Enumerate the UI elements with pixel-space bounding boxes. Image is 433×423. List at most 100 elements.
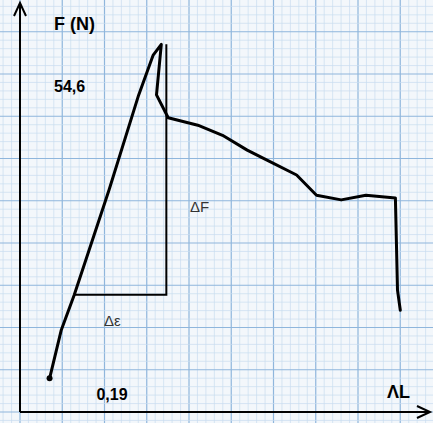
grid-line	[231, 0, 232, 423]
grid-line	[0, 217, 433, 218]
grid-line	[11, 0, 12, 423]
grid-line	[104, 0, 105, 423]
force-curve	[50, 44, 401, 378]
x-arrow	[417, 406, 430, 418]
grid-line	[0, 226, 433, 227]
grid-line	[0, 259, 433, 260]
chart: F (N) ΛL 54,6 0,19 ΔF Δε	[0, 0, 433, 423]
grid-line	[256, 0, 257, 423]
grid-line	[0, 361, 433, 362]
grid-line	[0, 234, 433, 235]
grid-line	[79, 0, 80, 423]
grid-line	[265, 0, 266, 423]
grid-line	[315, 0, 316, 423]
grid-line	[417, 0, 418, 423]
grid-line	[0, 200, 433, 201]
grid-line	[0, 99, 433, 100]
annotation: ΔF	[190, 198, 209, 215]
grid-line	[0, 40, 433, 41]
grid-line	[0, 6, 433, 7]
grid-line	[0, 335, 433, 336]
y-arrow	[14, 3, 26, 16]
grid-line	[3, 0, 4, 423]
grid-line	[366, 0, 367, 423]
annotation: 54,6	[54, 78, 85, 95]
grid-line	[0, 57, 433, 58]
grid-line	[19, 0, 20, 423]
grid-line	[0, 150, 433, 151]
grid-line	[0, 192, 433, 193]
grid-line	[0, 65, 433, 66]
grid-line	[408, 0, 409, 423]
y-axis-title: F (N)	[54, 14, 95, 34]
grid-line	[239, 0, 240, 423]
grid-line	[248, 0, 249, 423]
grid-line	[0, 293, 433, 294]
grid-line	[0, 344, 433, 345]
grid-line	[0, 158, 433, 159]
grid-line	[0, 242, 433, 243]
grid-line	[391, 0, 392, 423]
grid-line	[0, 420, 433, 421]
grid-line	[349, 0, 350, 423]
grid-line	[138, 0, 139, 423]
grid-line	[0, 403, 433, 404]
grid-line	[146, 0, 147, 423]
grid-line	[332, 0, 333, 423]
start-point	[47, 375, 53, 381]
grid-line	[0, 369, 433, 370]
annotation: Δε	[104, 312, 121, 329]
grid-line	[214, 0, 215, 423]
grid-line	[121, 0, 122, 423]
grid-line	[129, 0, 130, 423]
grid-line	[87, 0, 88, 423]
grid-line	[0, 386, 433, 387]
grid-line	[357, 0, 358, 423]
x-axis	[20, 411, 429, 413]
plot-area	[47, 44, 401, 381]
grid-line	[0, 73, 433, 74]
grid-line	[0, 276, 433, 277]
grid-line	[307, 0, 308, 423]
grid-line	[374, 0, 375, 423]
grid-line	[324, 0, 325, 423]
grid-line	[70, 0, 71, 423]
grid-line	[112, 0, 113, 423]
grid-line	[425, 0, 426, 423]
grid-line	[400, 0, 401, 423]
grid-line	[281, 0, 282, 423]
graph-paper	[0, 0, 433, 423]
grid-line	[0, 175, 433, 176]
x-axis-title: ΛL	[387, 382, 410, 402]
grid-line	[45, 0, 46, 423]
grid-line	[155, 0, 156, 423]
grid-line	[0, 411, 433, 412]
grid-line	[36, 0, 37, 423]
grid-line	[0, 310, 433, 311]
grid-line	[0, 107, 433, 108]
grid-line	[0, 183, 433, 184]
grid-line	[96, 0, 97, 423]
grid-line	[28, 0, 29, 423]
grid-line	[0, 141, 433, 142]
grid-line	[341, 0, 342, 423]
grid-line	[290, 0, 291, 423]
grid-line	[0, 395, 433, 396]
annotation: 0,19	[96, 386, 127, 403]
grid-line	[0, 327, 433, 328]
grid-line	[0, 166, 433, 167]
grid-line	[180, 0, 181, 423]
grid-line	[172, 0, 173, 423]
grid-line	[0, 285, 433, 286]
grid-line	[0, 302, 433, 303]
grid-line	[222, 0, 223, 423]
grid-line	[0, 116, 433, 117]
y-axis	[19, 4, 21, 412]
grid-line	[298, 0, 299, 423]
grid-line	[0, 268, 433, 269]
grid-line	[273, 0, 274, 423]
grid-line	[0, 209, 433, 210]
grid-line	[0, 352, 433, 353]
grid-line	[62, 0, 63, 423]
grid-line	[0, 251, 433, 252]
